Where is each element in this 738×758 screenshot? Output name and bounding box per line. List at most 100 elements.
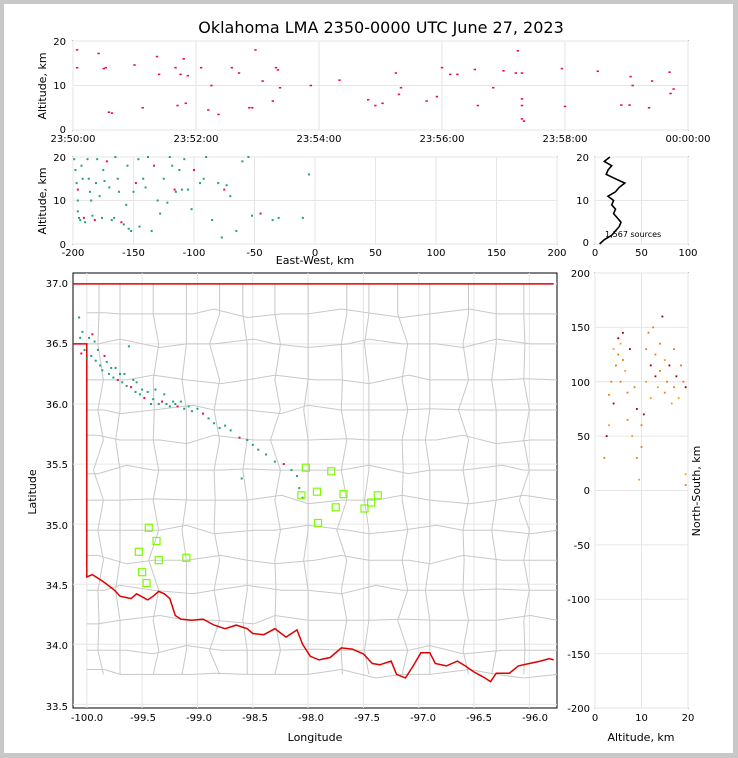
county-line — [181, 283, 187, 675]
station-marker — [312, 487, 322, 496]
north-south-source — [654, 353, 657, 356]
lon-tick-99.5: -99.5 — [130, 713, 156, 724]
ns-tick-m200: -200 — [567, 704, 590, 715]
time-height-source — [133, 64, 136, 66]
north-south-source — [624, 369, 627, 372]
county-line — [86, 464, 557, 475]
time-height-source — [563, 105, 567, 108]
plan-view-source — [165, 402, 168, 405]
hist-xtick-0: 0 — [592, 248, 598, 259]
time-height-source — [367, 98, 370, 101]
east-west-source — [105, 160, 108, 163]
north-south-source — [628, 348, 631, 351]
north-south-xlabel: Altitude, km — [607, 731, 674, 744]
east-west-source — [120, 221, 123, 224]
source-count-label: 1,567 sources — [605, 230, 661, 239]
time-height-source — [107, 111, 111, 113]
plan-view-yticks: 33.5 34.0 34.5 35.0 35.5 36.0 36.5 37.0 — [46, 279, 68, 713]
plan-view-source — [146, 390, 149, 393]
north-south-source — [663, 391, 666, 394]
time-height-source — [155, 55, 159, 58]
county-line — [86, 374, 558, 385]
north-south-source — [649, 397, 652, 399]
north-south-source — [612, 402, 615, 405]
north-south-source — [640, 446, 643, 448]
east-west-source — [156, 199, 159, 202]
time-height-source — [374, 104, 377, 107]
hist-ytick-10: 10 — [576, 196, 589, 207]
east-west-source — [93, 219, 96, 222]
east-west-source — [190, 208, 193, 211]
plan-view-source — [99, 364, 102, 367]
east-west-source — [174, 190, 177, 193]
time-height-source — [620, 104, 623, 106]
east-west-source — [127, 227, 130, 230]
time-xtick-2354: 23:54:00 — [297, 134, 342, 145]
north-south-source — [608, 424, 610, 427]
east-west-source — [225, 184, 228, 187]
plan-view-source — [93, 340, 96, 343]
ns-xtick-20: 20 — [682, 713, 695, 724]
time-height-source — [97, 52, 100, 55]
time-height-source — [104, 66, 107, 69]
time-height-source — [141, 106, 144, 109]
north-south-source — [605, 435, 608, 438]
north-south-source — [633, 386, 636, 389]
east-west-source — [307, 173, 310, 176]
time-height-panel: 0 10 20 Altitude, km 23:50:00 23:52:00 2… — [36, 37, 710, 145]
time-xtick-2350: 23:50:00 — [51, 134, 96, 145]
station-marker — [152, 536, 161, 546]
plan-view-source — [134, 390, 137, 393]
plan-view-source — [105, 360, 108, 363]
plan-view-source — [240, 477, 243, 480]
plan-view-source — [157, 402, 160, 405]
time-height-ytick-10: 10 — [53, 81, 66, 92]
time-height-source — [237, 72, 241, 74]
east-west-source — [186, 188, 189, 191]
ns-tick-m100: -100 — [567, 595, 590, 606]
plan-view-source — [224, 424, 227, 427]
north-south-source — [675, 375, 678, 378]
ew-ytick-10: 10 — [53, 196, 66, 207]
north-south-source — [677, 397, 680, 399]
north-south-source — [635, 408, 638, 410]
time-height-source — [435, 95, 439, 98]
time-height-source — [631, 84, 634, 87]
plan-view-source — [290, 469, 293, 472]
lat-tick-34.5: 34.5 — [46, 581, 68, 592]
north-south-source — [649, 364, 652, 367]
east-west-source — [251, 214, 254, 217]
ew-ytick-0: 0 — [60, 240, 66, 251]
histogram-grid — [594, 156, 689, 245]
east-west-source — [193, 169, 195, 172]
east-west-sources — [73, 156, 310, 239]
time-height-source — [647, 106, 651, 109]
east-west-source — [101, 216, 104, 219]
north-south-source — [670, 402, 673, 405]
plan-view-source — [103, 354, 106, 357]
lma-stations — [134, 463, 382, 588]
station-marker — [301, 463, 310, 472]
east-west-source — [150, 229, 153, 232]
north-south-source — [642, 413, 645, 416]
east-west-source — [74, 169, 77, 172]
county-line — [424, 283, 431, 675]
ew-xtick-50: 50 — [369, 248, 382, 259]
station-marker — [154, 556, 163, 565]
altitude-histogram-panel: 0 10 20 0 50 100 1,567 sources — [576, 153, 697, 259]
time-height-source — [672, 88, 675, 90]
plan-view-source — [132, 378, 135, 381]
east-west-source — [223, 188, 226, 191]
plan-view-source — [265, 453, 268, 456]
lat-tick-35.0: 35.0 — [46, 521, 68, 532]
plan-view-source — [149, 402, 152, 405]
east-west-source — [259, 212, 262, 215]
north-south-source — [622, 331, 624, 334]
time-height-source — [520, 98, 524, 100]
county-line — [86, 404, 557, 415]
east-west-source — [90, 199, 93, 202]
ns-tick-0: 0 — [584, 486, 590, 497]
north-south-source — [684, 473, 687, 476]
east-west-height-panel: 0 10 20 Altitude, km -200 -150 -100 -50 … — [36, 153, 567, 267]
station-marker — [138, 568, 147, 577]
